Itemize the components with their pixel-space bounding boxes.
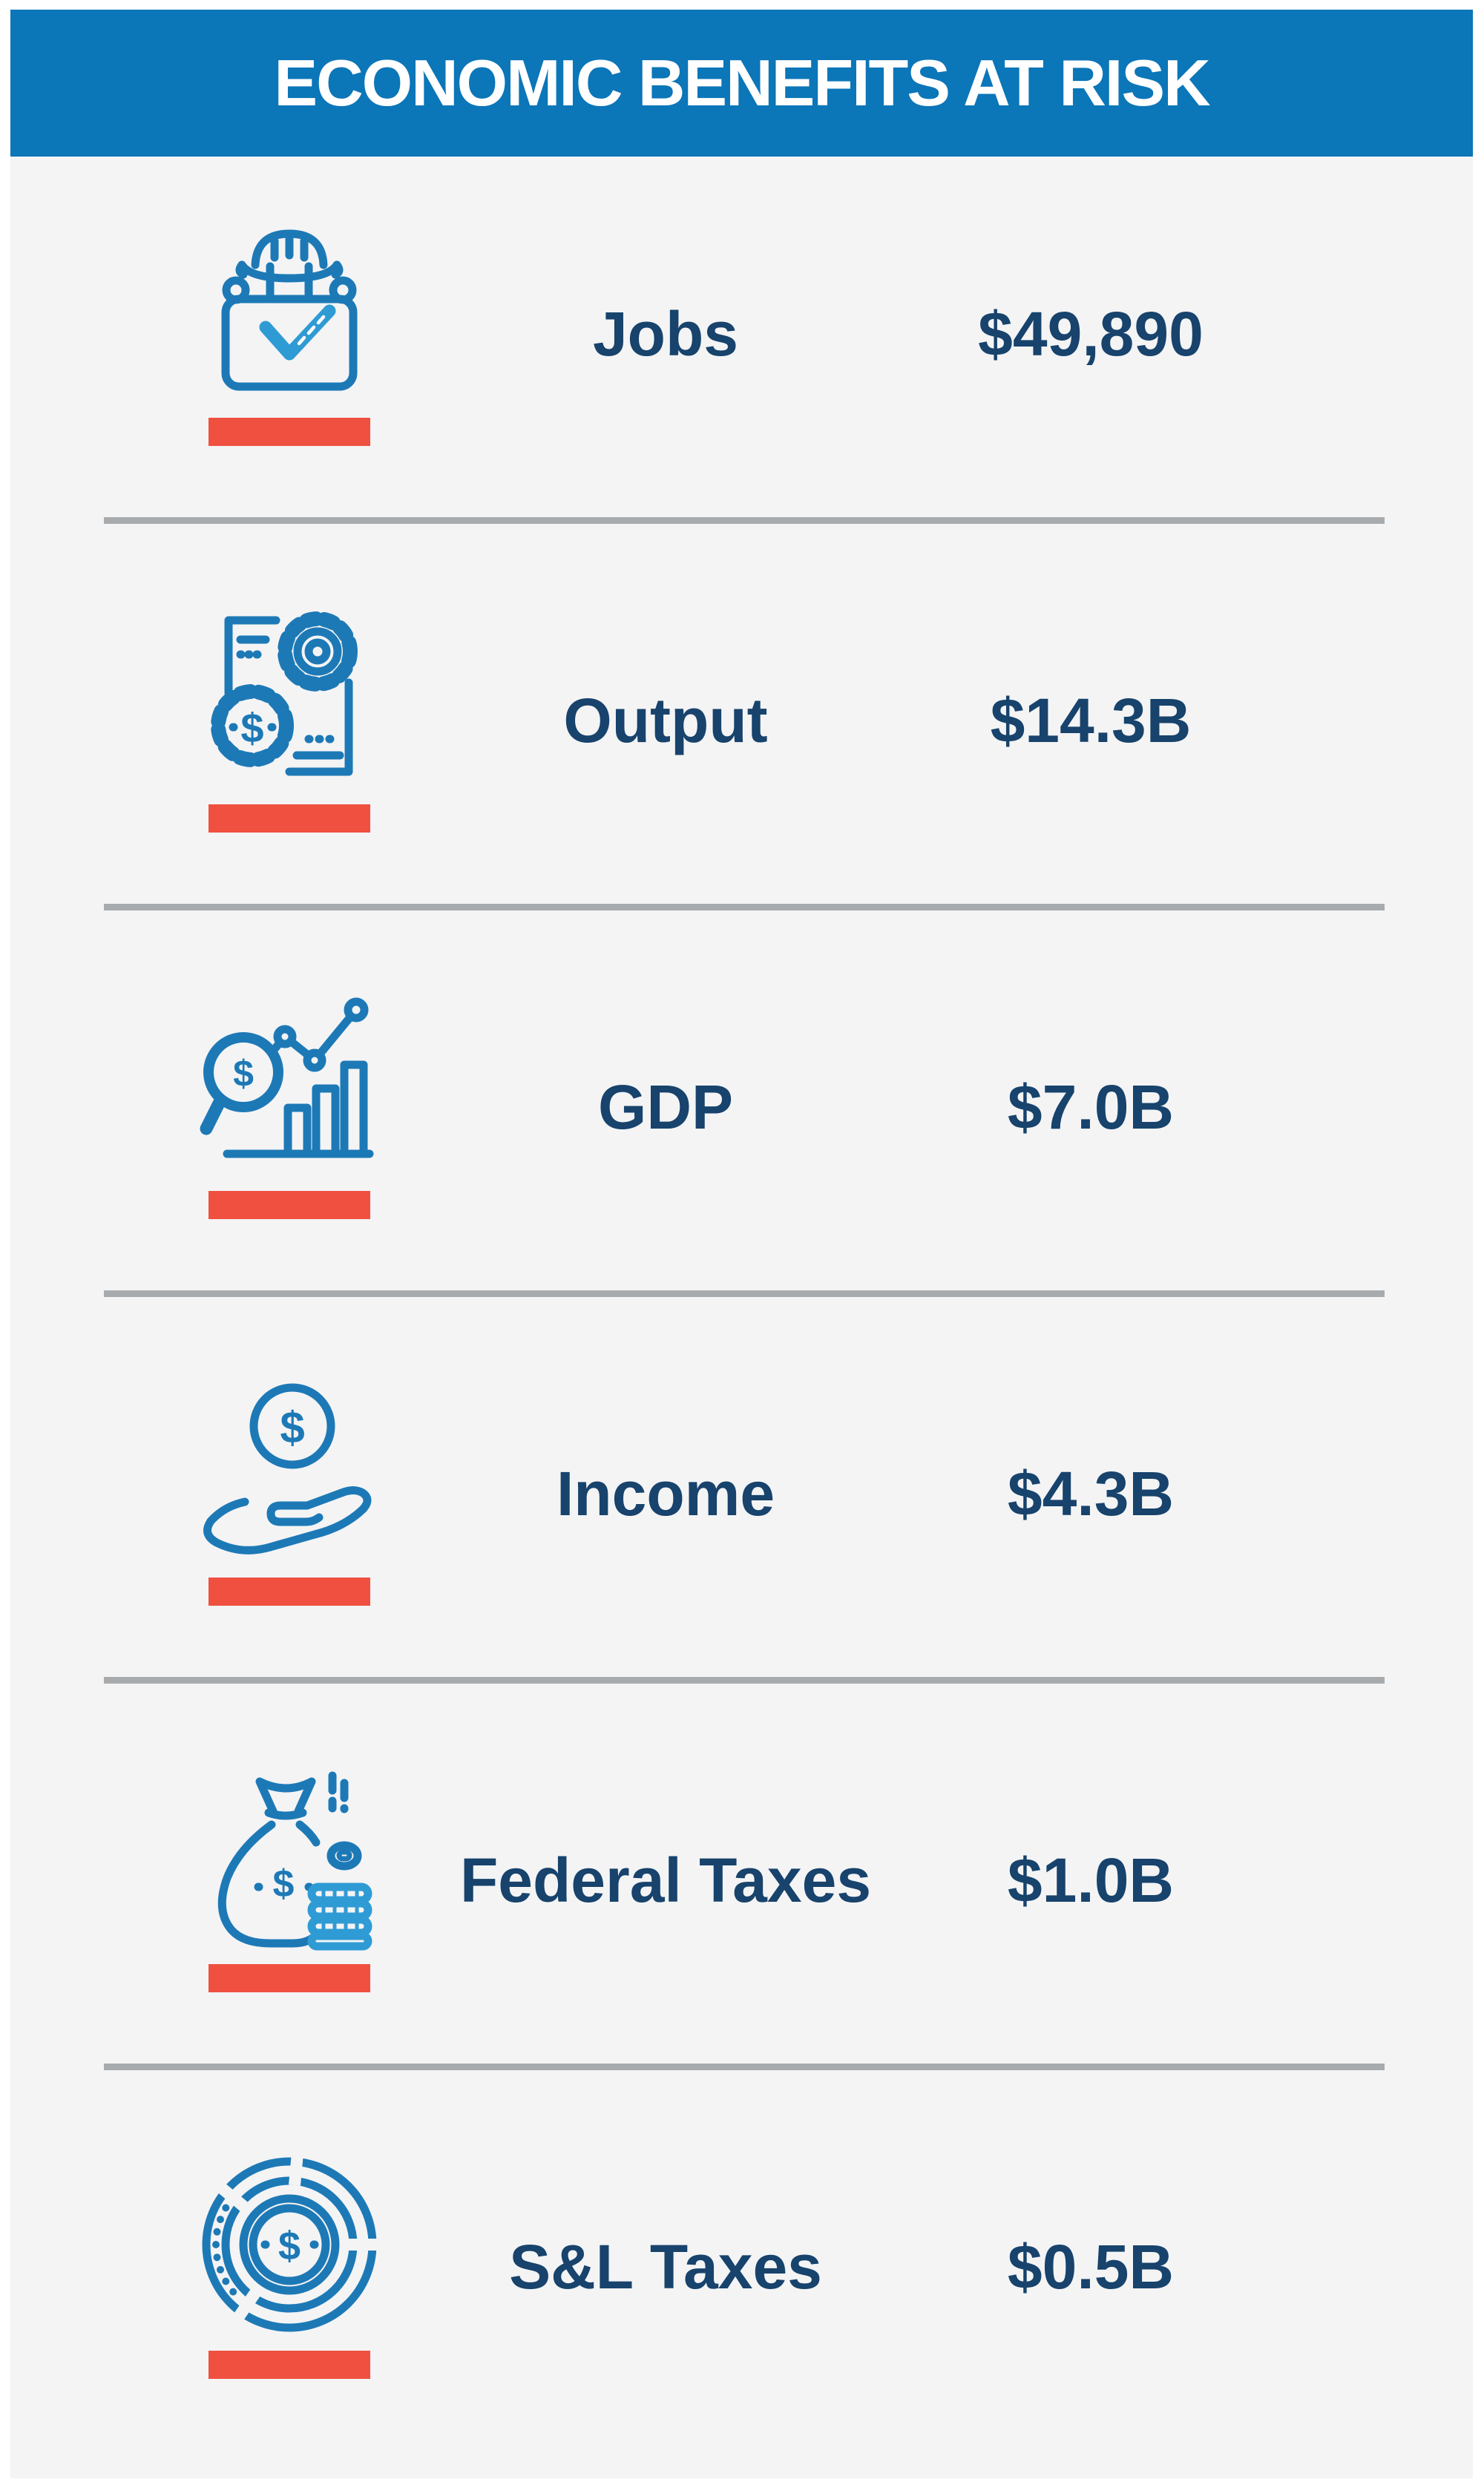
row-divider	[104, 1290, 1385, 1297]
metric-label: GDP	[597, 1071, 734, 1142]
red-underline-bar	[209, 804, 370, 833]
metric-label: Federal Taxes	[459, 1845, 872, 1915]
row-income: $ Income $4.3B	[10, 1316, 1473, 1703]
metric-value: $0.5B	[1007, 2231, 1175, 2302]
infographic-panel: ECONOMIC BENEFITS AT RISK J	[10, 10, 1473, 2478]
dollar-glyph: $	[278, 2224, 301, 2268]
dollar-glyph: $	[233, 1053, 254, 1094]
hand-coin-icon: $	[203, 1383, 372, 1555]
donut-chart-dollar-icon: $	[202, 2156, 377, 2332]
metric-value: $4.3B	[1007, 1458, 1175, 1529]
row-federal-taxes: $ Federal Taxes $1.0B	[10, 1703, 1473, 2090]
row-divider	[104, 904, 1385, 910]
metric-label: Income	[556, 1458, 775, 1529]
page-title: ECONOMIC BENEFITS AT RISK	[274, 46, 1210, 119]
row-jobs: Jobs $49,890	[10, 157, 1473, 543]
red-underline-bar	[209, 1578, 370, 1606]
row-divider	[104, 1677, 1385, 1684]
dollar-glyph: $	[240, 705, 263, 752]
row-divider	[104, 2064, 1385, 2070]
money-bag-coins-icon: $	[217, 1771, 372, 1951]
metric-value: $49,890	[978, 298, 1204, 369]
magnifier-bar-chart-icon: $	[200, 997, 374, 1158]
metric-label: Output	[563, 685, 768, 755]
metric-value: $1.0B	[1007, 1845, 1175, 1915]
worker-hardhat-check-icon	[221, 229, 358, 391]
header-bar: ECONOMIC BENEFITS AT RISK	[10, 10, 1473, 157]
red-underline-bar	[209, 1964, 370, 1992]
dollar-glyph: $	[280, 1403, 304, 1453]
red-underline-bar	[209, 418, 370, 446]
row-sl-taxes: $ S&L Taxes $0.5B	[10, 2090, 1473, 2476]
metric-label: Jobs	[592, 298, 739, 369]
metric-label: S&L Taxes	[509, 2231, 822, 2302]
row-divider	[104, 517, 1385, 524]
gears-document-icon: $	[211, 611, 358, 776]
red-underline-bar	[209, 2351, 370, 2379]
dollar-glyph: $	[273, 1862, 295, 1905]
metric-value: $7.0B	[1007, 1071, 1175, 1142]
row-gdp: $ GDP $7.0B	[10, 930, 1473, 1316]
red-underline-bar	[209, 1191, 370, 1219]
metric-rows: Jobs $49,890 $	[10, 157, 1473, 2476]
row-output: $ Output $14.3B	[10, 543, 1473, 930]
metric-value: $14.3B	[990, 685, 1192, 755]
